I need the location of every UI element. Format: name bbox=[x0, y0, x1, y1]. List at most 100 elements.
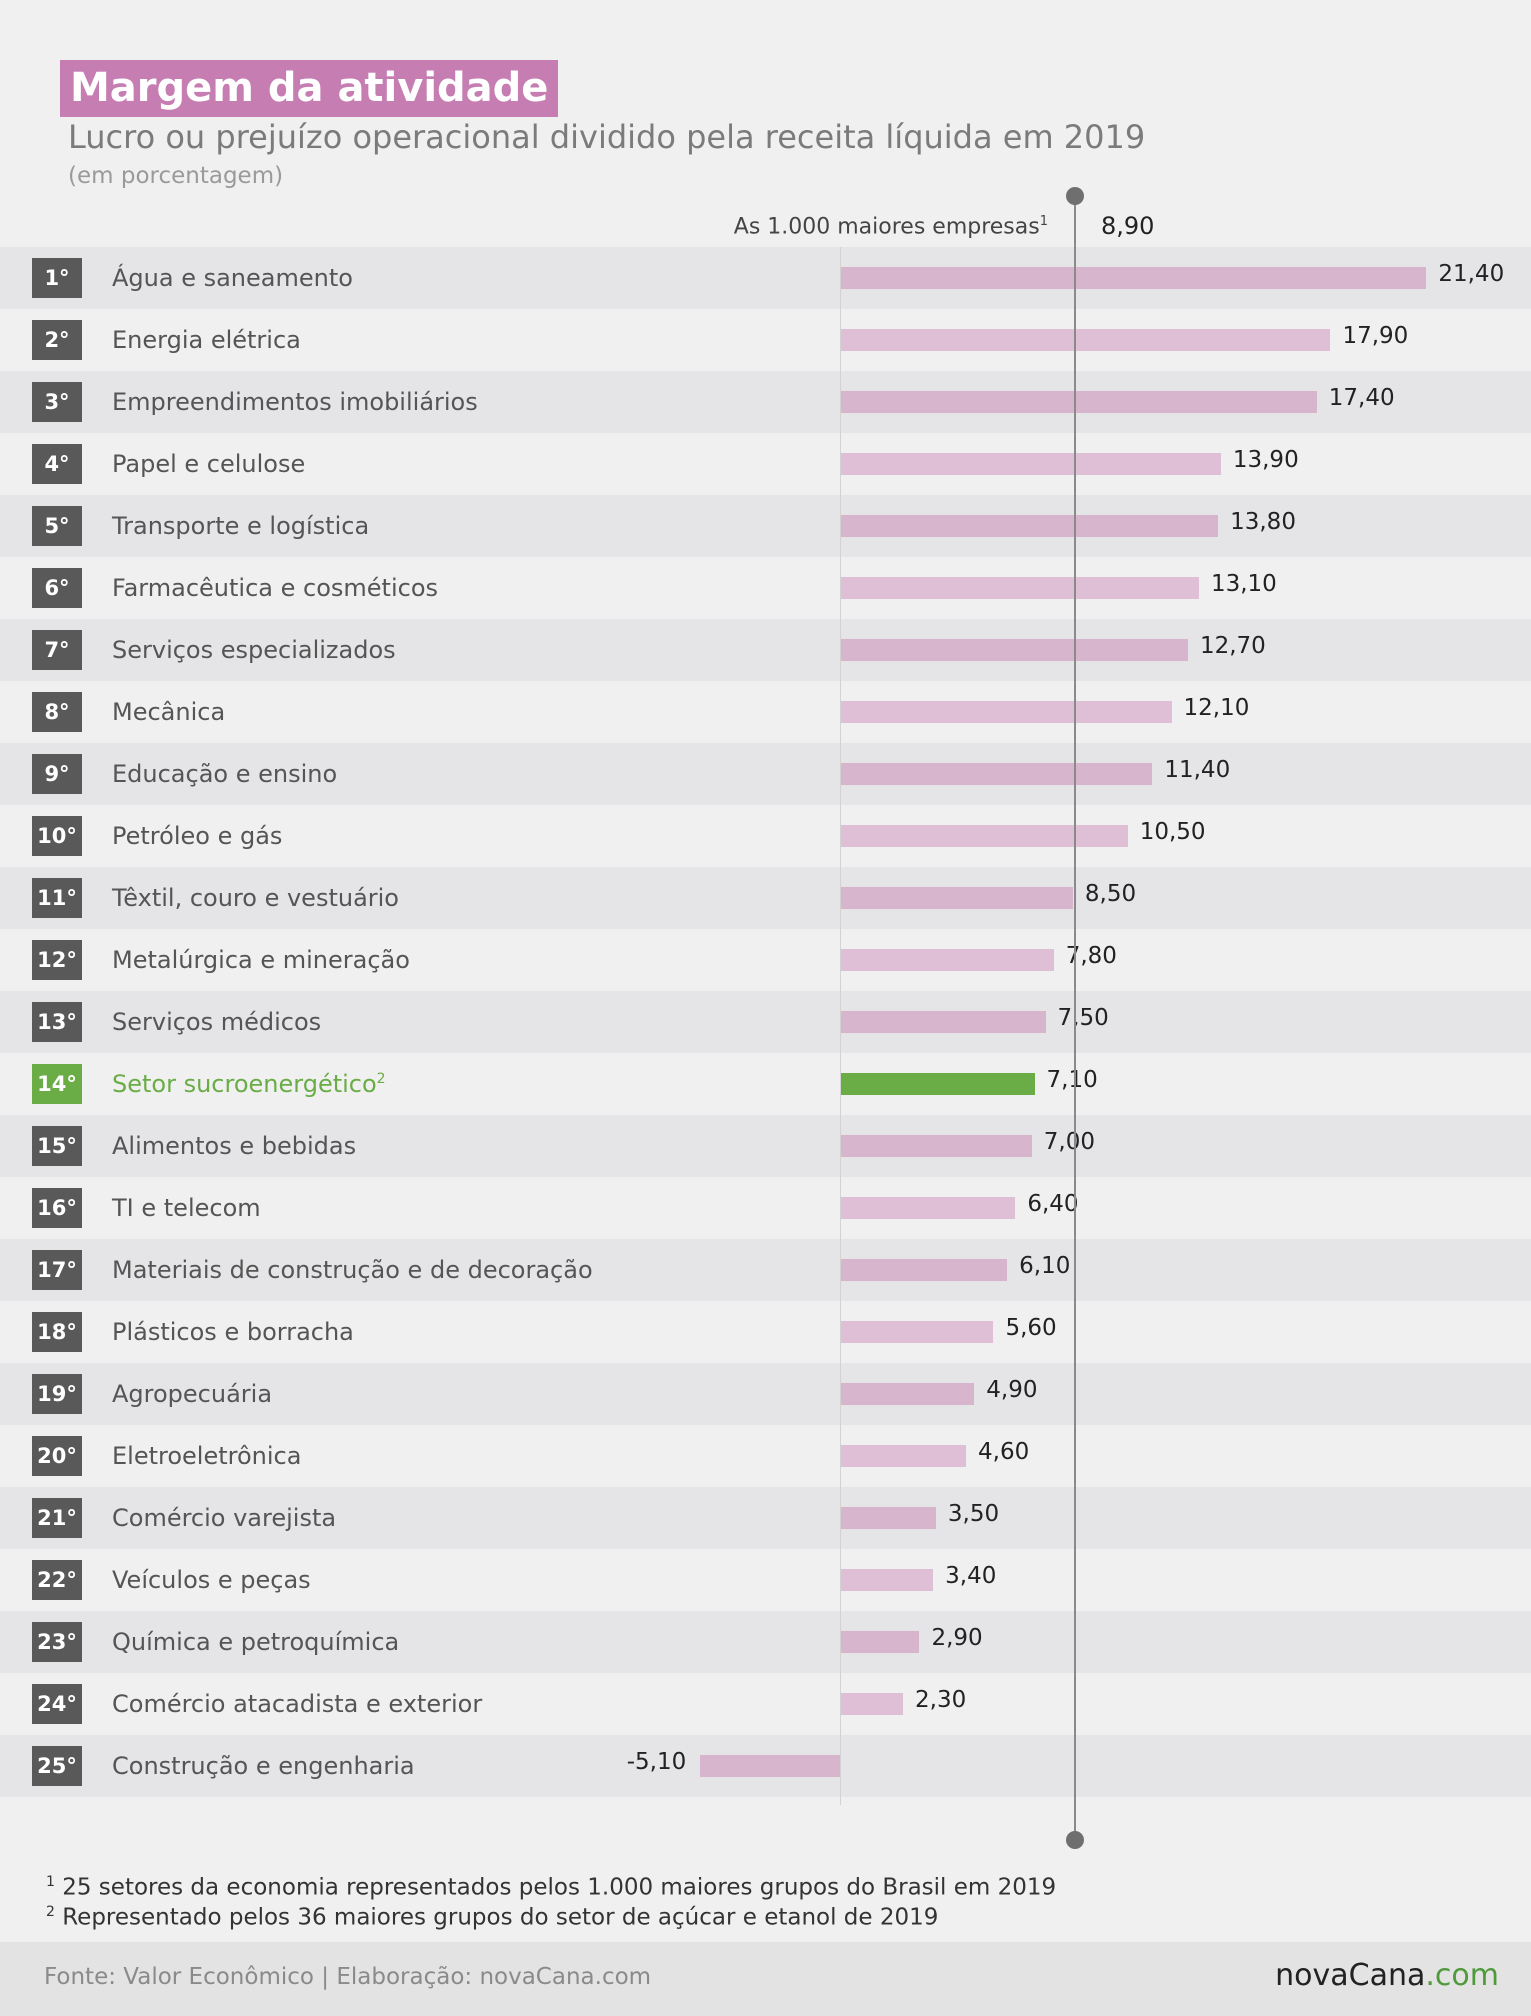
reference-line-top-dot bbox=[1066, 187, 1084, 205]
data-label: 17,90 bbox=[1342, 323, 1409, 349]
rank-badge: 4° bbox=[32, 444, 82, 484]
rank-badge: 3° bbox=[32, 382, 82, 422]
data-label: 7,00 bbox=[1043, 1129, 1096, 1155]
rank-badge: 1° bbox=[32, 258, 82, 298]
data-label: 13,80 bbox=[1230, 509, 1296, 535]
bar-row: 24° Comércio atacadista e exterior 2,30 bbox=[0, 1673, 1531, 1735]
bar bbox=[840, 1507, 936, 1529]
footnote-2: 2 Representado pelos 36 maiores grupos d… bbox=[46, 1904, 939, 1931]
category-label: Têxtil, couro e vestuário bbox=[112, 884, 399, 912]
category-label: Serviços especializados bbox=[112, 636, 396, 664]
bar-row: 19° Agropecuária 4,90 bbox=[0, 1363, 1531, 1425]
category-label: Metalúrgica e mineração bbox=[112, 946, 410, 974]
rank-badge: 19° bbox=[32, 1374, 82, 1414]
bar-row: 3° Empreendimentos imobiliários 17,40 bbox=[0, 371, 1531, 433]
rank-badge: 18° bbox=[32, 1312, 82, 1352]
rank-badge: 5° bbox=[32, 506, 82, 546]
bar bbox=[840, 267, 1427, 289]
category-label: Serviços médicos bbox=[112, 1008, 322, 1036]
average-reference-line bbox=[1074, 196, 1076, 1840]
bar bbox=[840, 1197, 1016, 1219]
rank-badge: 16° bbox=[32, 1188, 82, 1228]
category-label: Água e saneamento bbox=[112, 264, 353, 292]
bar-row: 8° Mecânica 12,10 bbox=[0, 681, 1531, 743]
data-label: 2,90 bbox=[931, 1625, 983, 1651]
zero-axis-line bbox=[840, 247, 841, 1805]
bar bbox=[700, 1755, 840, 1777]
bar-row: 4° Papel e celulose 13,90 bbox=[0, 433, 1531, 495]
rank-badge: 25° bbox=[32, 1746, 82, 1786]
category-label: Mecânica bbox=[112, 698, 226, 726]
chart-title: Margem da atividade bbox=[60, 60, 559, 117]
average-label: As 1.000 maiores empresas1 bbox=[733, 214, 1048, 240]
data-label: 7,50 bbox=[1057, 1005, 1109, 1031]
rank-badge: 2° bbox=[32, 320, 82, 360]
data-label: 10,50 bbox=[1139, 819, 1206, 845]
category-label: Comércio varejista bbox=[112, 1504, 337, 1532]
data-label: 6,40 bbox=[1027, 1191, 1079, 1217]
bar bbox=[840, 1569, 934, 1591]
novacana-logo[interactable]: novaCana.com bbox=[1275, 1958, 1499, 1993]
bar-row: 15° Alimentos e bebidas 7,00 bbox=[0, 1115, 1531, 1177]
chart-subtitle: Lucro ou prejuízo operacional dividido p… bbox=[68, 118, 1146, 156]
rank-badge: 8° bbox=[32, 692, 82, 732]
bar-row: 9° Educação e ensino 11,40 bbox=[0, 743, 1531, 805]
rank-badge: 24° bbox=[32, 1684, 82, 1724]
rank-badge: 20° bbox=[32, 1436, 82, 1476]
rank-badge: 15° bbox=[32, 1126, 82, 1166]
bar-row: 14° Setor sucroenergético2 7,10 bbox=[0, 1053, 1531, 1115]
bar bbox=[840, 453, 1221, 475]
bar bbox=[840, 887, 1073, 909]
data-label: 2,30 bbox=[915, 1687, 967, 1713]
category-label: Setor sucroenergético2 bbox=[112, 1070, 386, 1098]
bar bbox=[840, 1073, 1035, 1095]
bar-row: 2° Energia elétrica 17,90 bbox=[0, 309, 1531, 371]
rank-badge: 6° bbox=[32, 568, 82, 608]
bar bbox=[840, 515, 1219, 537]
category-label: Química e petroquímica bbox=[112, 1628, 400, 1656]
bar bbox=[840, 329, 1331, 351]
category-label: Materiais de construção e de decoração bbox=[112, 1256, 593, 1284]
category-label: Educação e ensino bbox=[112, 760, 338, 788]
bar bbox=[840, 1383, 975, 1405]
data-label: 6,10 bbox=[1019, 1253, 1071, 1279]
footnote-1: 1 25 setores da economia representados p… bbox=[46, 1874, 1057, 1901]
category-label: Empreendimentos imobiliários bbox=[112, 388, 478, 416]
rank-badge: 13° bbox=[32, 1002, 82, 1042]
bar-row: 16° TI e telecom 6,40 bbox=[0, 1177, 1531, 1239]
bar bbox=[840, 577, 1199, 599]
unit-note: (em porcentagem) bbox=[68, 163, 284, 189]
bar bbox=[840, 1631, 920, 1653]
data-label: 13,10 bbox=[1210, 571, 1277, 597]
category-label: Farmacêutica e cosméticos bbox=[112, 574, 439, 602]
bar bbox=[840, 701, 1172, 723]
bar-row: 20° Eletroeletrônica 4,60 bbox=[0, 1425, 1531, 1487]
reference-line-bottom-dot bbox=[1066, 1831, 1084, 1849]
bar-row: 11° Têxtil, couro e vestuário 8,50 bbox=[0, 867, 1531, 929]
bar-row: 5° Transporte e logística 13,80 bbox=[0, 495, 1531, 557]
category-label: Transporte e logística bbox=[112, 512, 370, 540]
bar-row: 22° Veículos e peças 3,40 bbox=[0, 1549, 1531, 1611]
data-label: 17,40 bbox=[1328, 385, 1395, 411]
rank-badge: 11° bbox=[32, 878, 82, 918]
footer: Fonte: Valor Econômico | Elaboração: nov… bbox=[0, 1942, 1531, 2016]
bar-row: 12° Metalúrgica e mineração 7,80 bbox=[0, 929, 1531, 991]
bar bbox=[840, 1693, 904, 1715]
data-label: 4,60 bbox=[978, 1439, 1030, 1465]
category-label: Petróleo e gás bbox=[112, 822, 283, 850]
data-label: 21,40 bbox=[1438, 261, 1505, 287]
bar-row: 21° Comércio varejista 3,50 bbox=[0, 1487, 1531, 1549]
category-label: Energia elétrica bbox=[112, 326, 301, 354]
rank-badge: 9° bbox=[32, 754, 82, 794]
bar bbox=[840, 763, 1153, 785]
rank-badge: 14° bbox=[32, 1064, 82, 1104]
bar-rows: 1° Água e saneamento 21,40 2° Energia elétri… bbox=[0, 247, 1531, 1797]
data-label: 12,10 bbox=[1183, 695, 1250, 721]
category-label: Construção e engenharia bbox=[112, 1752, 415, 1780]
bar bbox=[840, 949, 1054, 971]
bar bbox=[840, 1135, 1032, 1157]
rank-badge: 17° bbox=[32, 1250, 82, 1290]
category-label: Plásticos e borracha bbox=[112, 1318, 354, 1346]
bar-row: 6° Farmacêutica e cosméticos 13,10 bbox=[0, 557, 1531, 619]
rank-badge: 21° bbox=[32, 1498, 82, 1538]
